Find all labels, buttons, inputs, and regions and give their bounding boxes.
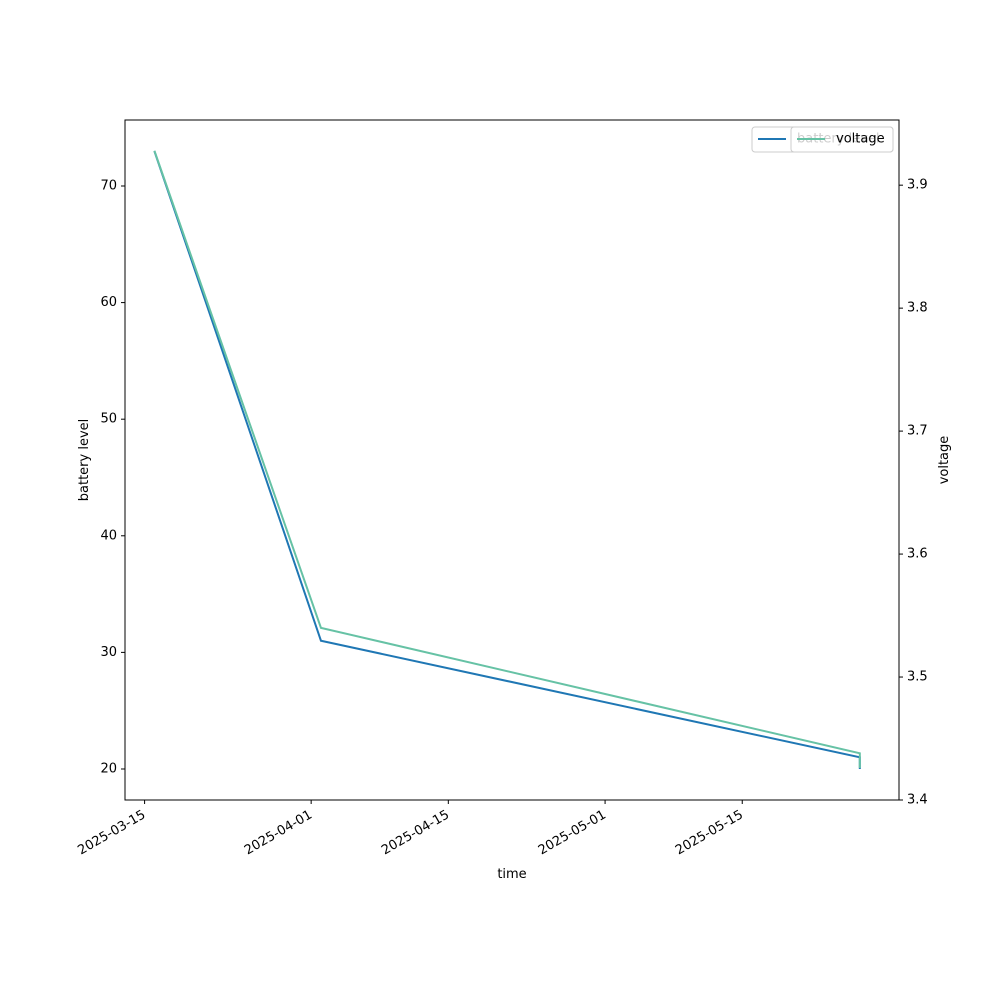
line <box>153 150 861 769</box>
y-tick-label: 40 <box>100 528 117 543</box>
x-tick-label: 2025-05-01 <box>536 808 609 859</box>
y2-tick-label: 3.9 <box>907 178 928 193</box>
y2-tick-label: 3.6 <box>907 547 928 562</box>
y-tick-label: 70 <box>100 178 117 193</box>
x-tick-label: 2025-04-01 <box>242 808 315 859</box>
plot-frame <box>124 119 900 801</box>
legend-box <box>790 126 894 153</box>
y2-tick-label: 3.4 <box>907 793 928 808</box>
y-tick-label: 20 <box>100 761 117 776</box>
legend-label: voltage <box>836 132 885 147</box>
y2-tick-label: 3.8 <box>907 301 928 316</box>
y2-axis-label: voltage <box>937 436 952 485</box>
x-tick-label: 2025-04-15 <box>379 808 452 859</box>
y-tick-label: 30 <box>100 645 117 660</box>
y-tick-label: 60 <box>100 295 117 310</box>
y-tick-label: 50 <box>100 412 117 427</box>
y-axis-label: battery level <box>77 419 92 502</box>
x-axis-label: time <box>497 867 526 882</box>
line <box>153 150 861 769</box>
x-tick-label: 2025-03-15 <box>75 808 148 859</box>
y2-tick-label: 3.5 <box>907 670 928 685</box>
x-tick-label: 2025-05-15 <box>673 808 746 859</box>
y2-tick-label: 3.7 <box>907 424 928 439</box>
